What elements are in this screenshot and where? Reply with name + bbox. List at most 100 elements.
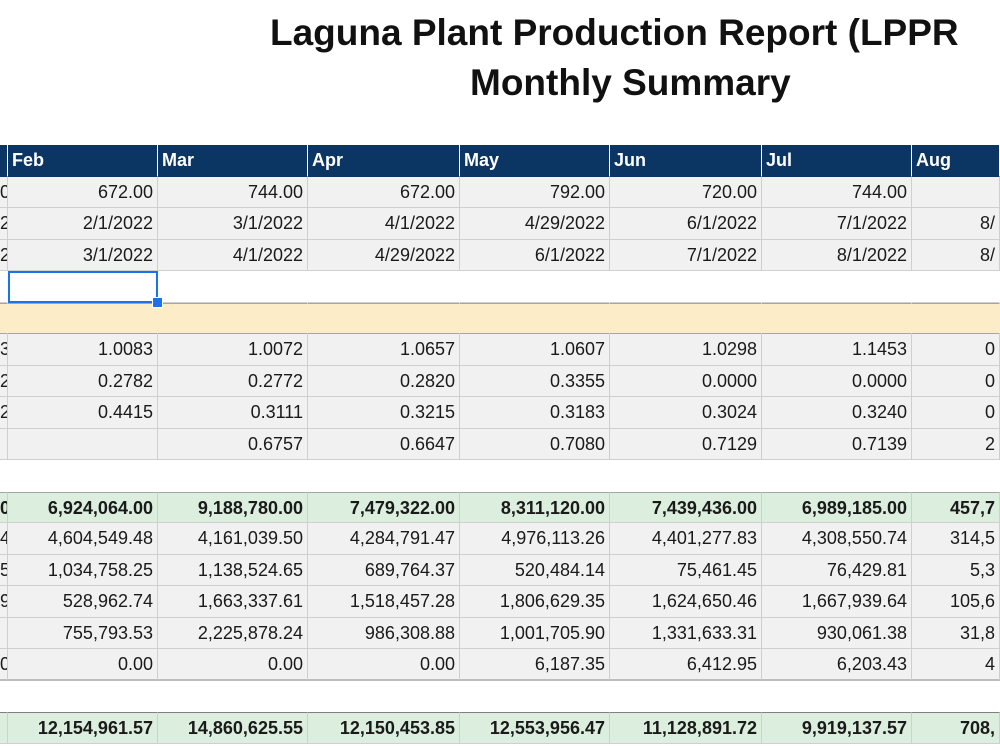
table-cell[interactable]: [0, 302, 8, 334]
table-cell[interactable]: 105,6: [912, 586, 1000, 618]
table-cell[interactable]: 6,924,064.00: [8, 491, 158, 523]
table-cell[interactable]: 4,604,549.48: [8, 523, 158, 555]
table-cell[interactable]: 1.0083: [8, 334, 158, 366]
table-cell[interactable]: 76,429.81: [762, 554, 912, 586]
table-cell[interactable]: 3: [0, 334, 8, 366]
table-cell[interactable]: 2: [0, 365, 8, 397]
table-cell[interactable]: 31,8: [912, 617, 1000, 649]
table-cell[interactable]: 314,5: [912, 523, 1000, 555]
table-cell[interactable]: [8, 680, 158, 712]
table-cell[interactable]: [0, 271, 8, 303]
table-cell[interactable]: [158, 680, 308, 712]
table-cell[interactable]: 1.1453: [762, 334, 912, 366]
table-cell[interactable]: 8/: [912, 208, 1000, 240]
table-cell[interactable]: [460, 680, 610, 712]
table-cell[interactable]: 744.00: [762, 176, 912, 208]
table-cell[interactable]: 0.3111: [158, 397, 308, 429]
table-cell[interactable]: 4,401,277.83: [610, 523, 762, 555]
table-cell[interactable]: 75,461.45: [610, 554, 762, 586]
table-cell[interactable]: 1,138,524.65: [158, 554, 308, 586]
table-cell[interactable]: 1.0607: [460, 334, 610, 366]
table-cell[interactable]: 1,518,457.28: [308, 586, 460, 618]
table-cell[interactable]: 2: [0, 208, 8, 240]
table-cell[interactable]: [308, 271, 460, 303]
table-cell[interactable]: 0: [0, 649, 8, 681]
column-header-feb[interactable]: Feb: [8, 145, 158, 177]
table-cell[interactable]: 930,061.38: [762, 617, 912, 649]
table-cell[interactable]: 0.0000: [610, 365, 762, 397]
table-cell[interactable]: 689,764.37: [308, 554, 460, 586]
table-cell[interactable]: [158, 271, 308, 303]
table-cell[interactable]: [610, 680, 762, 712]
table-cell[interactable]: 8/: [912, 239, 1000, 271]
table-cell[interactable]: 1,806,629.35: [460, 586, 610, 618]
table-cell[interactable]: 4/29/2022: [460, 208, 610, 240]
table-cell[interactable]: [610, 460, 762, 492]
table-cell[interactable]: 12,553,956.47: [460, 712, 610, 744]
table-cell[interactable]: 2: [0, 239, 8, 271]
table-cell[interactable]: 0.3183: [460, 397, 610, 429]
table-cell[interactable]: [8, 428, 158, 460]
table-cell[interactable]: 0: [912, 334, 1000, 366]
table-cell[interactable]: 6/1/2022: [610, 208, 762, 240]
table-cell[interactable]: 1,331,633.31: [610, 617, 762, 649]
table-cell[interactable]: [158, 460, 308, 492]
table-cell[interactable]: 0.2820: [308, 365, 460, 397]
table-cell[interactable]: 0: [0, 176, 8, 208]
table-cell[interactable]: 708,: [912, 712, 1000, 744]
table-cell[interactable]: [762, 680, 912, 712]
table-cell[interactable]: 0.7139: [762, 428, 912, 460]
fill-handle[interactable]: [152, 296, 163, 308]
table-cell[interactable]: [610, 302, 762, 334]
table-cell[interactable]: 0.2782: [8, 365, 158, 397]
table-cell[interactable]: 7,479,322.00: [308, 491, 460, 523]
table-cell[interactable]: [912, 176, 1000, 208]
table-cell[interactable]: 0.6757: [158, 428, 308, 460]
table-cell[interactable]: [912, 680, 1000, 712]
table-cell[interactable]: 4,976,113.26: [460, 523, 610, 555]
table-cell[interactable]: 0: [912, 397, 1000, 429]
table-cell[interactable]: 0.7129: [610, 428, 762, 460]
table-cell[interactable]: 1,001,705.90: [460, 617, 610, 649]
table-cell[interactable]: 755,793.53: [8, 617, 158, 649]
column-header-jul[interactable]: Jul: [762, 145, 912, 177]
column-header-may[interactable]: May: [460, 145, 610, 177]
table-cell[interactable]: 1,624,650.46: [610, 586, 762, 618]
table-cell[interactable]: 2: [912, 428, 1000, 460]
table-cell[interactable]: 0.3024: [610, 397, 762, 429]
table-cell[interactable]: 1.0298: [610, 334, 762, 366]
table-cell[interactable]: [762, 460, 912, 492]
table-cell[interactable]: 1.0072: [158, 334, 308, 366]
table-cell[interactable]: 0.00: [308, 649, 460, 681]
table-cell[interactable]: 1.0657: [308, 334, 460, 366]
table-cell[interactable]: 0.3240: [762, 397, 912, 429]
table-cell[interactable]: 2,225,878.24: [158, 617, 308, 649]
table-cell[interactable]: [912, 271, 1000, 303]
table-cell[interactable]: 0.7080: [460, 428, 610, 460]
column-header-edge[interactable]: [0, 145, 8, 177]
table-cell[interactable]: [0, 680, 8, 712]
table-cell[interactable]: [460, 460, 610, 492]
table-cell[interactable]: 3/1/2022: [8, 239, 158, 271]
table-cell[interactable]: 0.3215: [308, 397, 460, 429]
table-cell[interactable]: 12,150,453.85: [308, 712, 460, 744]
table-cell[interactable]: 0: [912, 365, 1000, 397]
table-cell[interactable]: 2/1/2022: [8, 208, 158, 240]
table-cell[interactable]: 986,308.88: [308, 617, 460, 649]
table-cell[interactable]: [762, 271, 912, 303]
table-cell[interactable]: 12,154,961.57: [8, 712, 158, 744]
table-cell[interactable]: 11,128,891.72: [610, 712, 762, 744]
column-header-mar[interactable]: Mar: [158, 145, 308, 177]
table-cell[interactable]: 0.00: [158, 649, 308, 681]
table-cell[interactable]: [460, 271, 610, 303]
table-cell[interactable]: 0.6647: [308, 428, 460, 460]
table-cell[interactable]: [308, 302, 460, 334]
column-header-aug[interactable]: Aug: [912, 145, 1000, 177]
table-cell[interactable]: 5: [0, 554, 8, 586]
table-cell[interactable]: 8,311,120.00: [460, 491, 610, 523]
table-cell[interactable]: 7/1/2022: [610, 239, 762, 271]
column-header-jun[interactable]: Jun: [610, 145, 762, 177]
selected-cell[interactable]: [8, 271, 163, 308]
table-cell[interactable]: [912, 302, 1000, 334]
column-header-apr[interactable]: Apr: [308, 145, 460, 177]
